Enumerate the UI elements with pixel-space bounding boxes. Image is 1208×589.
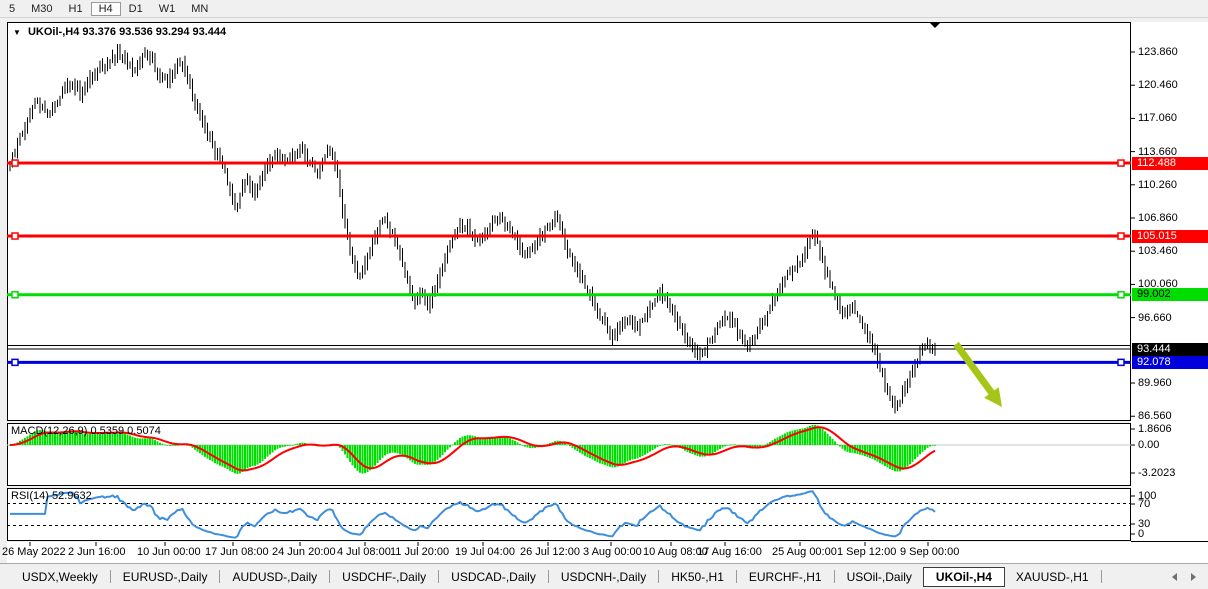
price-axis-tick-label: 106.860 (1138, 212, 1178, 224)
date-label: 17 Aug 16:00 (697, 546, 762, 558)
date-label: 26 Jul 12:00 (520, 546, 580, 558)
price-axis-tick-label: 120.460 (1138, 79, 1178, 92)
price-tag-resistance-105: 105.015 (1132, 229, 1208, 243)
symbol-name: UKOil-,H4 (27, 26, 80, 38)
price-axis-tick-label: 96.660 (1138, 311, 1172, 324)
date-label: 10 Jun 00:00 (137, 546, 201, 558)
date-label: 9 Sep 00:00 (900, 546, 960, 558)
tab-usdchf-daily[interactable]: USDCHF-,Daily (342, 569, 427, 584)
ohlc-values: 93.376 93.536 93.294 93.444 (82, 26, 227, 38)
timeframe-mn[interactable]: MN (191, 2, 209, 15)
chart-tabs: USDX,Weekly EURUSD-,Daily AUDUSD-,Daily USD… (14, 566, 1106, 587)
price-axis-tick-label: 113.660 (1138, 145, 1177, 158)
chart-title: ▼ UKOil-,H4 93.376 93.536 93.294 93.444 (13, 26, 226, 38)
date-label: 26 May 2022 (2, 546, 66, 558)
tab-eurchf-h1[interactable]: EURCHF-,H1 (748, 569, 822, 584)
date-label: 17 Jun 08:00 (205, 546, 269, 558)
price-axis[interactable] (1131, 22, 1208, 542)
tab-separator (547, 570, 549, 583)
tab-separator (658, 570, 660, 583)
tab-scroll-right-icon[interactable] (1191, 572, 1196, 581)
tab-eurusd-daily[interactable]: EURUSD-,Daily (122, 569, 208, 584)
date-label: 24 Jun 20:00 (272, 546, 336, 558)
time-axis[interactable] (7, 542, 1208, 563)
price-axis-tick-label: 100.060 (1138, 278, 1178, 291)
timeframe-w1[interactable]: W1 (158, 2, 176, 15)
rsi-axis-tick-label: 100 (1138, 490, 1157, 502)
date-label: 19 Jul 04:00 (455, 546, 515, 558)
price-tag-support-99: 99.002 (1132, 288, 1208, 302)
tab-separator (109, 570, 111, 583)
date-label: 4 Jul 08:00 (337, 546, 391, 558)
date-label: 1 Sep 12:00 (837, 546, 897, 558)
timeframe-h1[interactable]: H1 (68, 2, 83, 15)
tab-separator (329, 570, 331, 583)
rsi-axis-tick-label: 0 (1138, 528, 1145, 540)
tab-hk50-h1[interactable]: HK50-,H1 (671, 569, 724, 584)
rsi-panel[interactable] (7, 488, 1131, 541)
price-axis-tick-label: 123.860 (1138, 46, 1178, 58)
date-label: 2 Jun 16:00 (68, 546, 126, 558)
timeframe-h4[interactable]: H4 (90, 1, 121, 16)
macd-axis-tick-label: 0.00 (1138, 439, 1160, 451)
chart-tab-bar: USDX,Weekly EURUSD-,Daily AUDUSD-,Daily USD… (0, 563, 1208, 589)
date-label: 25 Aug 00:00 (772, 546, 837, 558)
price-tag-support-92: 92.078 (1132, 355, 1208, 369)
tab-separator (1100, 570, 1102, 583)
macd-axis-tick-label: -3.2023 (1138, 467, 1176, 479)
price-tag-resistance-112: 112.488 (1132, 156, 1208, 170)
tab-scroll-controls (1172, 572, 1196, 581)
timeframe-d1[interactable]: D1 (128, 2, 143, 15)
tab-usdcnh-daily[interactable]: USDCNH-,Daily (560, 569, 647, 584)
macd-label: MACD(12,26,9) 0.5359 0.5074 (11, 425, 161, 437)
macd-axis-tick-label: 1.8606 (1138, 423, 1172, 435)
dropdown-icon[interactable]: ▼ (13, 28, 21, 37)
timeframe-m30[interactable]: M30 (31, 2, 53, 15)
tab-scroll-left-icon[interactable] (1172, 572, 1177, 581)
rsi-axis-tick-label: 30 (1138, 518, 1151, 530)
price-axis-tick-label: 117.060 (1138, 112, 1177, 125)
tab-separator (219, 570, 221, 583)
tab-usoil-daily[interactable]: USOil-,Daily (846, 569, 912, 584)
date-label: 3 Aug 00:00 (583, 546, 642, 558)
tab-xauusd-h1[interactable]: XAUUSD-,H1 (1015, 569, 1089, 584)
macd-panel[interactable] (7, 423, 1131, 486)
price-axis-tick-label: 110.260 (1138, 178, 1177, 191)
timeframe-toolbar: 5 M30 H1 H4 D1 W1 MN (0, 0, 1208, 18)
tab-separator (833, 570, 835, 583)
price-tag-current-price: 93.444 (1132, 342, 1208, 356)
price-axis-tick-label: 103.460 (1138, 245, 1178, 258)
timeframe-m5[interactable]: 5 (9, 2, 16, 15)
price-axis-tick-label: 86.560 (1138, 410, 1172, 423)
date-label: 11 Jul 20:00 (390, 546, 450, 558)
tab-usdcad-daily[interactable]: USDCAD-,Daily (451, 569, 536, 584)
date-label: 10 Aug 08:00 (643, 546, 708, 558)
tab-audusd-daily[interactable]: AUDUSD-,Daily (232, 569, 318, 584)
rsi-label: RSI(14) 52.9632 (11, 490, 92, 502)
tab-usdx-weekly[interactable]: USDX,Weekly (22, 569, 98, 584)
rsi-axis-tick-label: 70 (1138, 498, 1151, 510)
tab-separator (735, 570, 737, 583)
price-panel[interactable] (7, 22, 1131, 421)
price-axis-tick-label: 89.960 (1138, 377, 1172, 390)
tab-ukoil-h4[interactable]: UKOil-,H4 (922, 566, 1005, 587)
tab-separator (438, 570, 440, 583)
